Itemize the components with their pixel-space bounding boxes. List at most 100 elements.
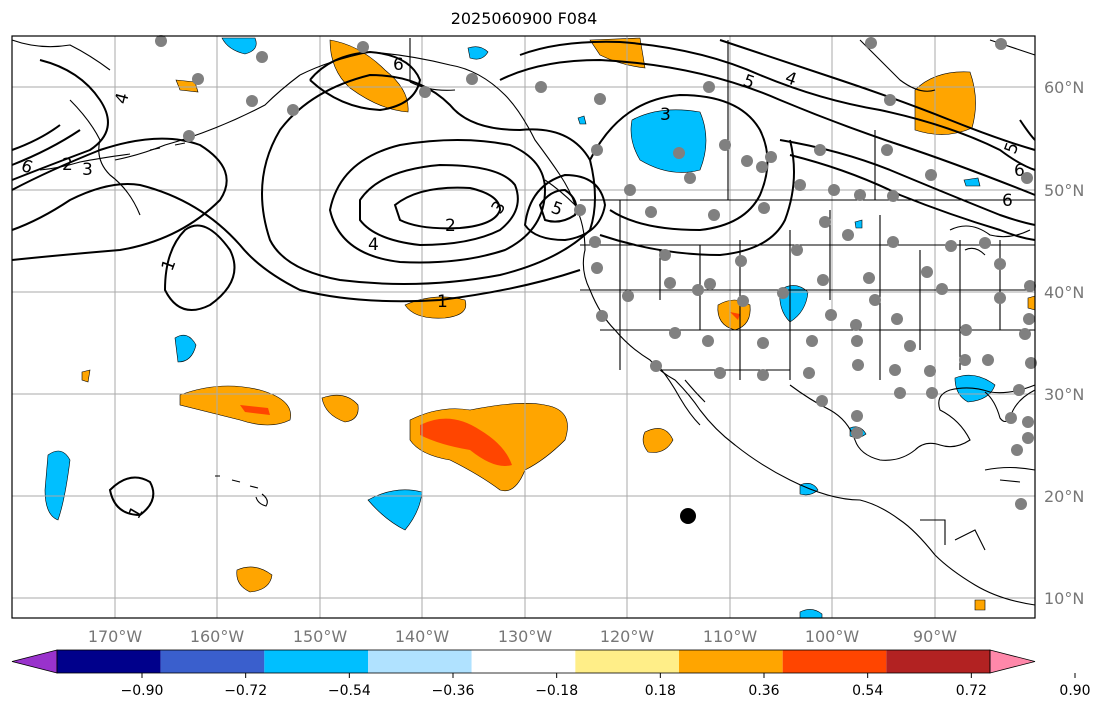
station-dot [1022, 416, 1034, 428]
contour-label: 2 [445, 216, 456, 236]
station-dot [664, 277, 676, 289]
station-dot [926, 387, 938, 399]
station-dot [1013, 384, 1025, 396]
lon-label: 90°W [913, 627, 957, 646]
colorbar: −0.90 −0.72 −0.54 −0.36 −0.18 0.18 0.36 0.54 0.7… [11, 649, 1091, 699]
station-dot [735, 255, 747, 267]
station-dot [817, 274, 829, 286]
station-dot [794, 179, 806, 191]
lon-label: 170°W [88, 627, 143, 646]
pressure-contours [11, 39, 1036, 517]
station-dot [708, 209, 720, 221]
colorbar-tick-label: −0.90 [121, 683, 164, 699]
contour-label: 4 [368, 235, 379, 255]
colorbar-segment [679, 650, 783, 673]
contour-label: 6 [1002, 191, 1013, 211]
station-dot [865, 37, 877, 49]
station-dot [814, 144, 826, 156]
colorbar-segment [368, 650, 472, 673]
station-dot [921, 266, 933, 278]
tropical-cyclone-marker [680, 508, 696, 524]
station-dot [287, 104, 299, 116]
station-dot [852, 359, 864, 371]
station-dot [887, 236, 899, 248]
lat-label: 50°N [1044, 181, 1084, 200]
station-dot [806, 335, 818, 347]
station-dot [757, 337, 769, 349]
station-dot [1023, 313, 1035, 325]
colorbar-tick-label: −0.36 [432, 683, 475, 699]
station-dot [758, 202, 770, 214]
colorbar-extend-min [11, 649, 58, 674]
station-dot [960, 324, 972, 336]
station-dot [692, 284, 704, 296]
station-dot [889, 364, 901, 376]
station-dot [995, 38, 1007, 50]
lat-label: 20°N [1044, 487, 1084, 506]
station-dot [704, 278, 716, 290]
station-dot [1005, 412, 1017, 424]
lon-label: 120°W [600, 627, 655, 646]
latitude-labels: 60°N 50°N 40°N 30°N 20°N 10°N [1044, 78, 1084, 608]
station-dot [777, 287, 789, 299]
station-dot [881, 144, 893, 156]
lon-label: 140°W [395, 627, 450, 646]
station-dot [1019, 328, 1031, 340]
station-dot [851, 427, 863, 439]
colorbar-tick-label: −0.18 [535, 683, 578, 699]
lat-label: 30°N [1044, 385, 1084, 404]
station-dot [714, 367, 726, 379]
station-dot [979, 237, 991, 249]
map-gridlines [12, 36, 1035, 618]
station-dot [357, 41, 369, 53]
station-dot [925, 169, 937, 181]
colorbar-tick-label: −0.54 [328, 683, 371, 699]
colorbar-frame [56, 649, 991, 674]
station-dot [594, 93, 606, 105]
station-dot [869, 294, 881, 306]
station-dot [894, 387, 906, 399]
colorbar-extend-max [989, 649, 1036, 674]
colorbar-segment [57, 650, 161, 673]
station-dot [959, 354, 971, 366]
station-dot [904, 340, 916, 352]
colorbar-tick-label: −0.72 [224, 683, 267, 699]
lat-label: 40°N [1044, 283, 1084, 302]
station-dot [741, 155, 753, 167]
station-dot [622, 290, 634, 302]
longitude-labels: 170°W 160°W 150°W 140°W 130°W 120°W 110°W 100°W… [88, 627, 957, 646]
station-dot [645, 206, 657, 218]
station-dot [828, 184, 840, 196]
station-dot [851, 410, 863, 422]
station-dot [887, 190, 899, 202]
station-dot [719, 139, 731, 151]
station-dot [854, 189, 866, 201]
station-dot [256, 51, 268, 63]
colorbar-segment [471, 650, 576, 673]
colorbar-tick-label: 0.54 [852, 683, 883, 699]
colorbar-segment [782, 650, 887, 673]
station-dot [884, 94, 896, 106]
contour-label: 4 [112, 91, 134, 107]
station-dot [994, 292, 1006, 304]
station-dot [994, 258, 1006, 270]
station-dot [982, 354, 994, 366]
station-dot [891, 313, 903, 325]
station-dot [650, 360, 662, 372]
contour-label: 1 [437, 292, 448, 312]
station-dot [1015, 498, 1027, 510]
colorbar-segment [575, 650, 679, 673]
contour-label: 6 [393, 55, 404, 75]
station-dot [1011, 444, 1023, 456]
station-dot [765, 151, 777, 163]
contour-label: 3 [660, 105, 671, 125]
station-dot [945, 240, 957, 252]
contour-label: 3 [82, 160, 93, 180]
station-dot [842, 229, 854, 241]
station-markers [155, 35, 1037, 510]
station-dot [535, 81, 547, 93]
colorbar-tick-label: 0.72 [956, 683, 987, 699]
coastlines [11, 38, 1036, 606]
station-dot [183, 130, 195, 142]
